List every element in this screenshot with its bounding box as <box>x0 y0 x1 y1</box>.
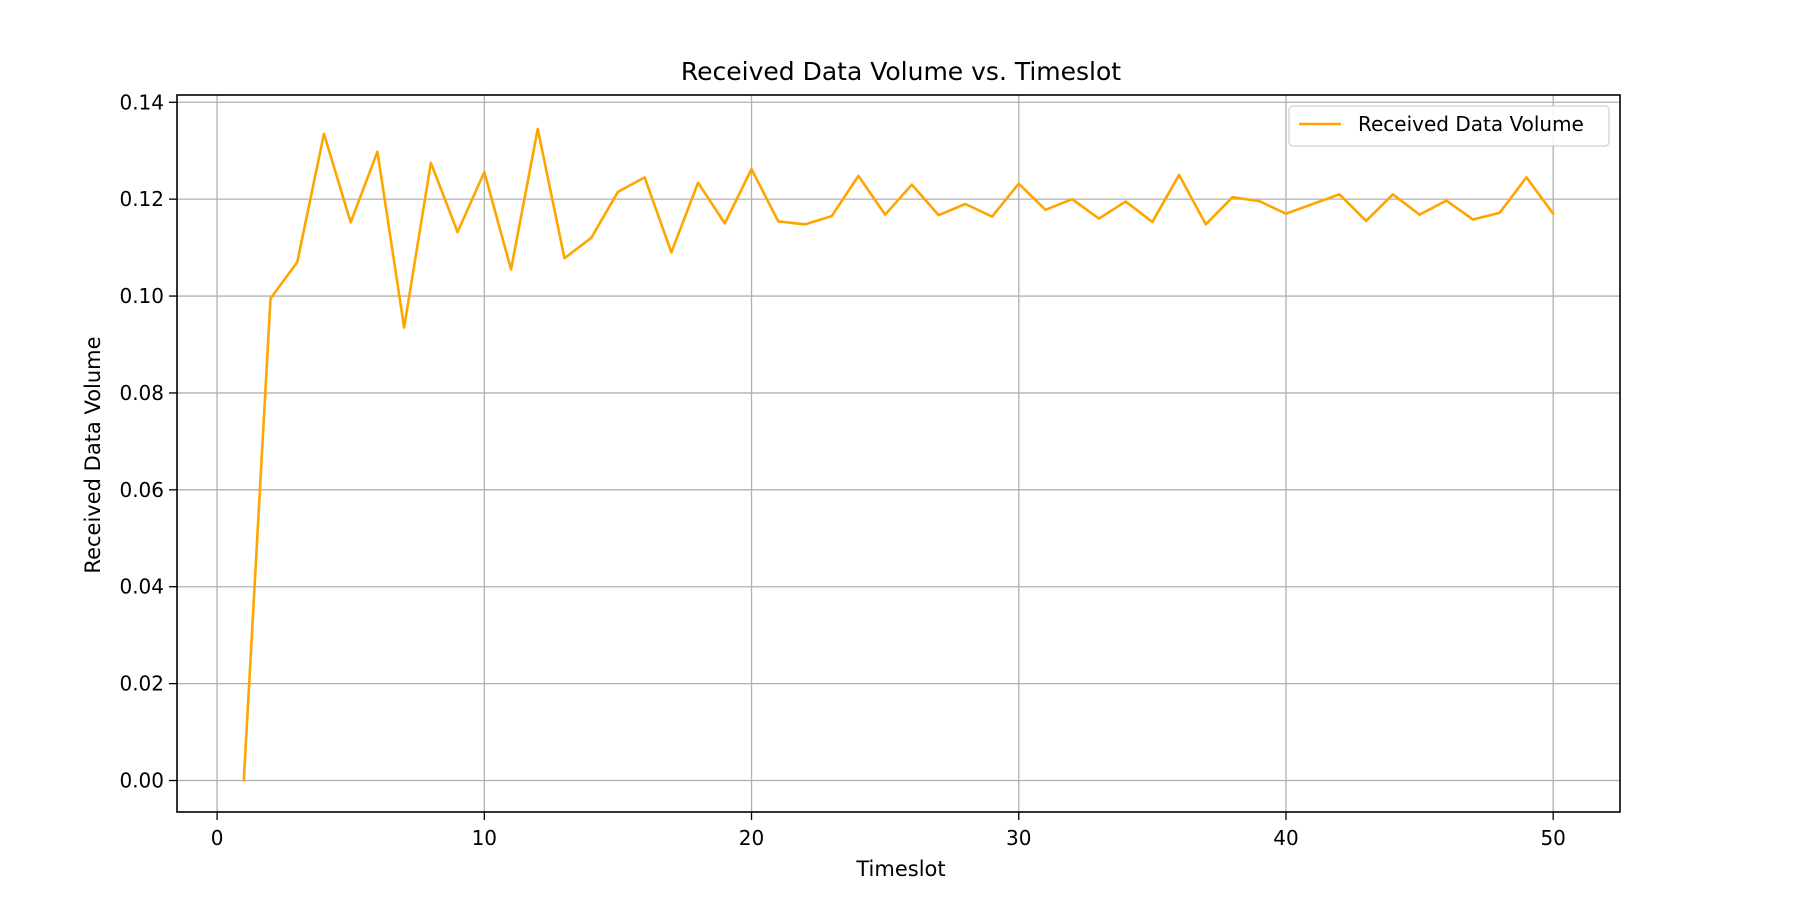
y-tick-label: 0.06 <box>119 478 164 502</box>
y-tick-label: 0.08 <box>119 381 164 405</box>
y-tick-label: 0.00 <box>119 769 164 793</box>
x-tick-label: 0 <box>211 826 224 850</box>
x-tick-label: 50 <box>1540 826 1565 850</box>
y-tick-label: 0.10 <box>119 284 164 308</box>
x-tick-label: 40 <box>1273 826 1298 850</box>
y-tick-label: 0.04 <box>119 575 164 599</box>
x-axis: 0 10 20 30 40 50 <box>211 812 1566 850</box>
x-tick-label: 30 <box>1006 826 1031 850</box>
x-tick-label: 10 <box>472 826 497 850</box>
legend-box <box>1288 105 1610 147</box>
x-axis-label: Timeslot <box>855 857 945 881</box>
series-layer <box>242 127 1555 782</box>
legend: Received Data Volume <box>1288 105 1610 147</box>
y-tick-label: 0.12 <box>119 187 164 211</box>
y-axis-label: Received Data Volume <box>81 336 105 573</box>
y-tick-label: 0.14 <box>119 90 164 114</box>
chart-title: Received Data Volume vs. Timeslot <box>681 57 1121 86</box>
series-line <box>242 127 1555 782</box>
y-axis: 0.00 0.02 0.04 0.06 0.08 0.10 0.12 0.14 <box>119 90 177 793</box>
plot-frame <box>176 94 1621 813</box>
y-tick-label: 0.02 <box>119 672 164 696</box>
legend-label: Received Data Volume <box>1358 112 1584 136</box>
x-tick-label: 20 <box>739 826 764 850</box>
